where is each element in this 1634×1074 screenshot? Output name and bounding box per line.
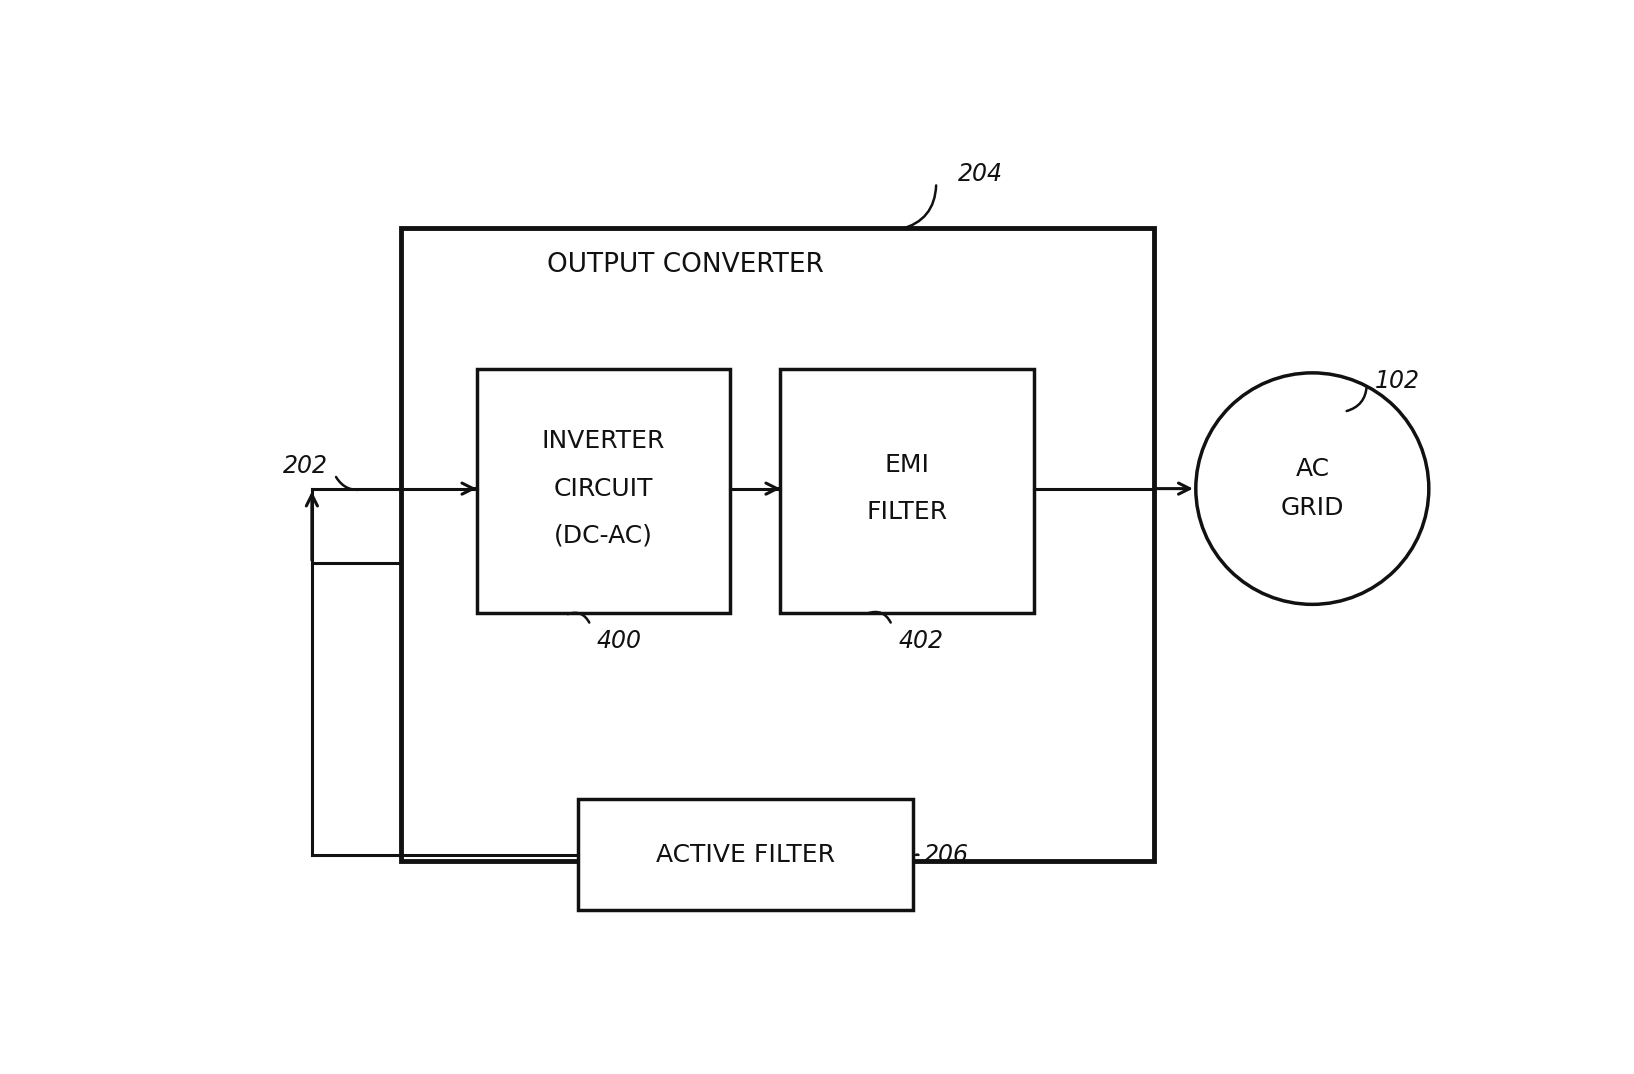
Text: (DC-AC): (DC-AC) xyxy=(554,524,652,548)
Text: AC: AC xyxy=(1296,456,1330,481)
Text: 400: 400 xyxy=(596,629,642,653)
Text: 102: 102 xyxy=(1374,369,1420,393)
Text: ACTIVE FILTER: ACTIVE FILTER xyxy=(657,843,835,867)
Bar xyxy=(781,368,1034,612)
Text: OUTPUT CONVERTER: OUTPUT CONVERTER xyxy=(547,252,824,278)
Text: FILTER: FILTER xyxy=(866,500,948,524)
Text: 202: 202 xyxy=(283,454,328,478)
Text: GRID: GRID xyxy=(1281,496,1345,521)
Ellipse shape xyxy=(1196,373,1428,605)
Text: EMI: EMI xyxy=(884,453,930,477)
Text: 206: 206 xyxy=(923,843,969,867)
Text: 204: 204 xyxy=(958,162,1003,187)
Text: 402: 402 xyxy=(899,629,943,653)
Bar xyxy=(578,799,913,911)
Bar xyxy=(400,228,1154,860)
Text: INVERTER: INVERTER xyxy=(541,430,665,453)
Bar xyxy=(477,368,730,612)
Text: CIRCUIT: CIRCUIT xyxy=(554,477,654,500)
